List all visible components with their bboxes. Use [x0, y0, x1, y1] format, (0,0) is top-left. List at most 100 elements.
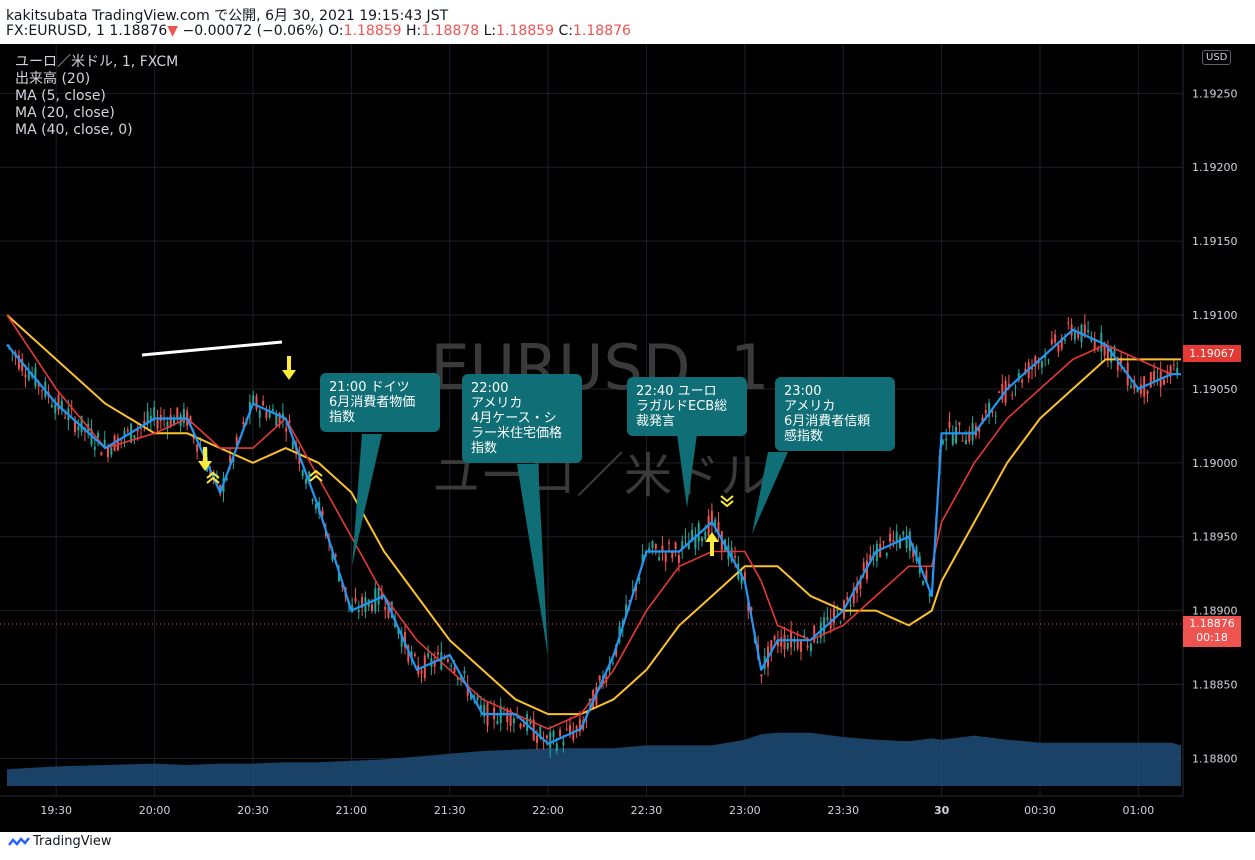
candle-body: [829, 618, 832, 629]
candle-body: [776, 639, 779, 646]
candle-body: [305, 479, 307, 484]
candle-body: [176, 407, 179, 419]
low-value: 1.18859: [496, 23, 555, 39]
candle-body: [410, 651, 413, 658]
candle-body: [41, 390, 43, 392]
low-label: L:: [483, 23, 497, 39]
down-arrow-icon: ▼: [167, 23, 179, 39]
candle-body: [661, 545, 664, 552]
candle-body: [922, 580, 925, 586]
x-tick-label: 20:30: [237, 804, 269, 817]
candle-body: [522, 724, 525, 728]
callout-us-consumer-confidence[interactable]: 23:00 アメリカ 6月消費者信頼 感指数: [775, 377, 895, 451]
candle-body: [143, 420, 146, 425]
candle-body: [780, 637, 783, 647]
chart-canvas[interactable]: EURUSD, 1 ユーロ／米ドル 1.192501.192001.191501…: [0, 44, 1255, 832]
candle-body: [420, 670, 423, 674]
candle-body: [57, 395, 60, 410]
candle-body: [1110, 346, 1113, 363]
candle-body: [1153, 371, 1156, 383]
candle-body: [905, 535, 908, 548]
buy-chevrons-icon: [206, 471, 220, 484]
currency-button[interactable]: USD: [1202, 50, 1232, 65]
candle-body: [849, 605, 852, 607]
candle-body: [790, 630, 793, 648]
candle-body: [354, 597, 357, 602]
symbol: FX:EURUSD, 1: [6, 23, 105, 39]
candle-body: [1093, 338, 1096, 350]
candle-body: [255, 396, 258, 409]
candle-body: [796, 640, 799, 649]
candle-body: [397, 628, 400, 634]
current-price-label: 1.18876 00:18: [1183, 616, 1241, 647]
candle-body: [182, 408, 185, 424]
candle-body: [64, 417, 67, 419]
candle-body: [1050, 339, 1053, 344]
candle-body: [341, 584, 344, 588]
callout-line: 裁発言: [636, 414, 676, 429]
candle-body: [816, 641, 819, 643]
price-axis[interactable]: 1.19250 1.19200 1.19150 1.19100 1.19050 1.190…: [1192, 87, 1238, 765]
candle-body: [21, 358, 24, 371]
time-axis[interactable]: 19:30 20:00 20:30 21:00 21:30 22:00 22:30 23:00…: [40, 804, 1154, 817]
candle-body: [1103, 343, 1106, 356]
ma-line-0: [6, 328, 1181, 745]
candle-body: [958, 422, 961, 425]
y-tick-label: 1.19200: [1192, 161, 1238, 174]
tradingview-brand[interactable]: TradingView: [33, 834, 112, 849]
candle-body: [133, 435, 136, 439]
candle-body: [80, 415, 83, 433]
legend-ma5[interactable]: MA (5, close): [15, 88, 106, 104]
callout-lagarde[interactable]: 22:40 ユーロ ラガルドECB総 裁発言: [627, 377, 747, 436]
candle-body: [123, 430, 126, 438]
candle-body: [1113, 346, 1116, 355]
candle-body: [433, 660, 436, 667]
y-tick-label: 1.19000: [1192, 457, 1238, 470]
candle-body: [136, 430, 139, 432]
legend-ma20[interactable]: MA (20, close): [15, 105, 115, 121]
candle-body: [225, 477, 228, 480]
candle-body: [902, 531, 905, 535]
callout-line: 感指数: [784, 429, 824, 444]
candle-body: [470, 693, 472, 700]
candle-body: [338, 572, 340, 582]
candle-body: [717, 521, 720, 536]
callout-us-case-shiller[interactable]: 22:00 アメリカ 4月ケース・シ ラー米住宅価格 指数: [462, 374, 582, 463]
candle-body: [991, 410, 994, 413]
candle-body: [235, 436, 238, 446]
candle-body: [156, 419, 159, 429]
candle-body: [479, 705, 482, 710]
candle-body: [882, 541, 885, 543]
legend-volume[interactable]: 出来高 (20): [15, 71, 91, 87]
candle-body: [671, 552, 674, 558]
candle-body: [278, 412, 281, 426]
x-tick-label: 00:30: [1024, 804, 1056, 817]
chart-pane[interactable]: EURUSD, 1 ユーロ／米ドル 1.19250 1.19200 1.19150 1…: [0, 44, 1255, 832]
candle-body: [1146, 390, 1149, 395]
candle-body: [440, 651, 443, 670]
candle-body: [77, 426, 80, 431]
candle-body: [565, 728, 568, 730]
candle-body: [1064, 339, 1066, 341]
candle-body: [1007, 383, 1010, 388]
legend-ma40[interactable]: MA (40, close, 0): [15, 122, 133, 138]
legend-series-title[interactable]: ユーロ／米ドル, 1, FXCM: [15, 54, 179, 70]
y-tick-label: 1.18900: [1192, 605, 1238, 618]
sell-arrow-icon: [198, 447, 212, 471]
callout-line: アメリカ: [471, 396, 523, 411]
callout-germany-cpi[interactable]: 21:00 ドイツ 6月消費者物価 指数: [320, 373, 440, 432]
candle-body: [404, 632, 406, 648]
candle-body: [107, 446, 109, 458]
candle-body: [760, 674, 763, 677]
open-label: O:: [328, 23, 344, 39]
candle-body: [456, 677, 459, 680]
candle-body: [24, 374, 27, 378]
candle-body: [555, 743, 558, 751]
candle-body: [1163, 379, 1165, 385]
candle-body: [400, 633, 403, 647]
candle-body: [743, 572, 746, 583]
candle-body: [1017, 373, 1020, 381]
candle-body: [387, 602, 390, 618]
candle-body: [945, 438, 948, 441]
candle-body: [697, 523, 700, 542]
